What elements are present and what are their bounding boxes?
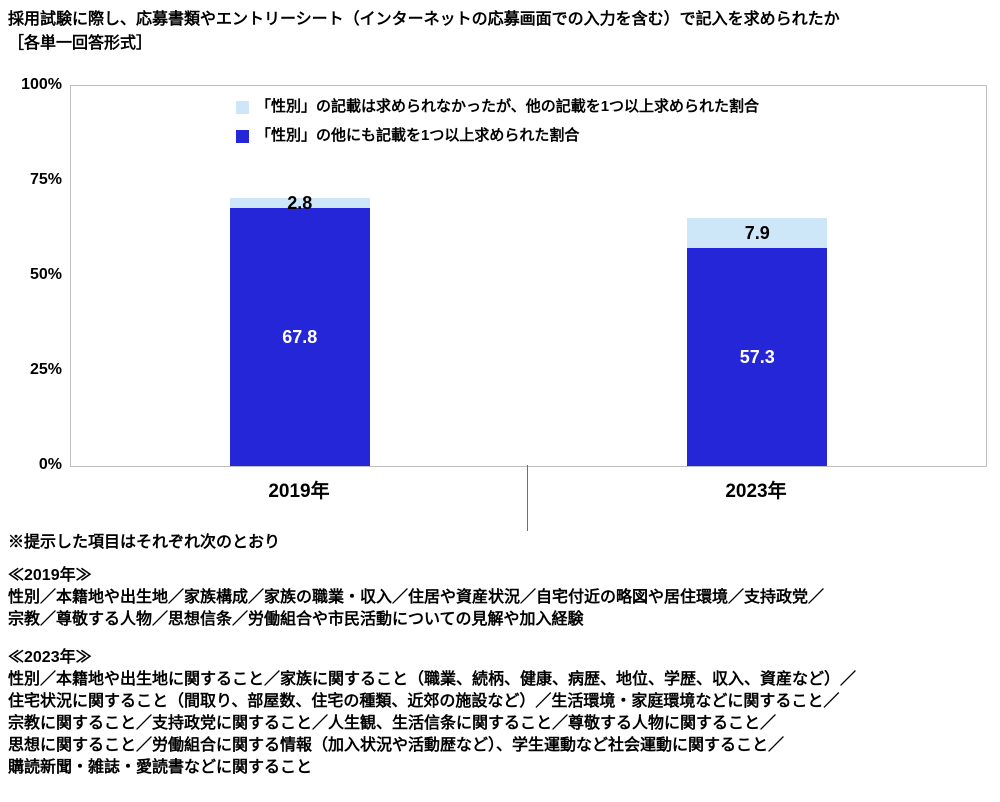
bar-segment: 57.3 — [687, 248, 828, 466]
footnote-line: 宗教／尊敬する人物／思想信条／労働組合や市民活動についての見解や加入経験 — [8, 611, 584, 628]
chart-subtitle: ［各単一回答形式］ — [8, 35, 153, 52]
footnote-line: 購読新聞・雑誌・愛読書などに関すること — [8, 759, 313, 776]
footnote-intro: ※提示した項目はそれぞれ次のとおり — [8, 534, 281, 551]
bar-value-label: 57.3 — [739, 347, 775, 368]
category-divider-line — [527, 465, 528, 531]
y-axis-tick: 75% — [29, 171, 62, 188]
legend-item: 「性別」の他にも記載を1つ以上求められた割合 — [236, 125, 759, 147]
stacked-bar-chart: 100% 75% 50% 25% 0% 「性別」の記載は求められなかったが、他の… — [0, 76, 1000, 535]
chart-title: 採用試験に際し、応募書類やエントリーシート（インターネットの応募画面での入力を含… — [8, 11, 840, 28]
footnote-line: 住宅状況に関すること（間取り、部屋数、住宅の種類、近郊の施設など）／生活環境・家… — [8, 693, 840, 710]
chart-legend: 「性別」の記載は求められなかったが、他の記載を1つ以上求められた割合 「性別」の… — [236, 96, 759, 154]
bar-segment: 7.9 — [687, 218, 828, 249]
legend-swatch-dark-blue — [236, 129, 249, 143]
bar-segment: 67.8 — [229, 208, 370, 466]
legend-item: 「性別」の記載は求められなかったが、他の記載を1つ以上求められた割合 — [236, 96, 759, 118]
x-axis-label-2023: 2023年 — [725, 481, 787, 502]
footnote-heading-2019: ≪2019年≫ — [8, 567, 92, 584]
footnote-line: 性別／本籍地や出生地に関すること／家族に関すること（職業、続柄、健康、病歴、地位… — [8, 671, 857, 688]
y-axis-tick: 0% — [38, 456, 62, 473]
y-axis-tick: 50% — [29, 266, 62, 283]
footnote-line: 宗教に関すること／支持政党に関すること／人生観、生活信条に関すること／尊敬する人… — [8, 715, 777, 732]
footnote-line: 性別／本籍地や出生地／家族構成／家族の職業・収入／住居や資産状況／自宅付近の略図… — [8, 589, 825, 606]
plot-area: 「性別」の記載は求められなかったが、他の記載を1つ以上求められた割合 「性別」の… — [70, 85, 987, 467]
bar-value-label: 67.8 — [282, 327, 318, 348]
legend-label: 「性別」の記載は求められなかったが、他の記載を1つ以上求められた割合 — [256, 98, 760, 115]
legend-label: 「性別」の他にも記載を1つ以上求められた割合 — [256, 127, 580, 144]
bar-value-label: 2.8 — [287, 193, 313, 214]
y-axis-tick: 100% — [21, 76, 62, 93]
y-axis: 100% 75% 50% 25% 0% — [0, 76, 62, 473]
x-axis-label-2019: 2019年 — [268, 481, 330, 502]
bar-segment: 2.8 — [229, 194, 370, 212]
bar-value-label: 7.9 — [744, 223, 770, 244]
footnote-line: 思想に関すること／労働組合に関する情報（加入状況や活動歴など）、学生運動など社会… — [8, 737, 785, 754]
footnote-heading-2023: ≪2023年≫ — [8, 649, 92, 666]
legend-swatch-light-blue — [236, 100, 249, 114]
y-axis-tick: 25% — [29, 361, 62, 378]
footnotes: ※提示した項目はそれぞれ次のとおり ≪2019年≫ 性別／本籍地や出生地／家族構… — [8, 532, 996, 779]
